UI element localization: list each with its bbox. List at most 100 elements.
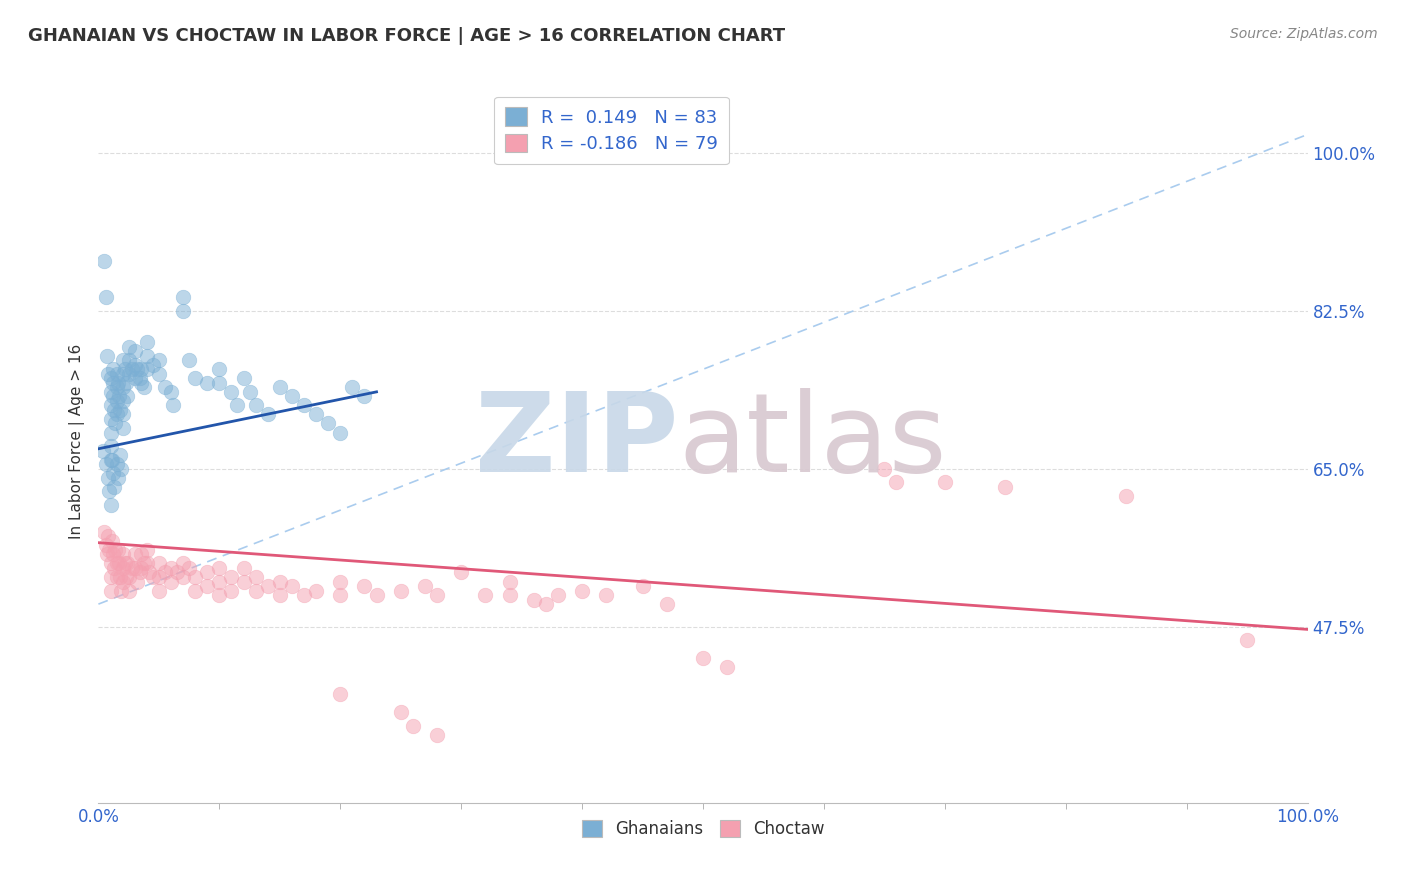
Point [239, 384, 262, 399]
Point [93, 254, 115, 268]
Point [305, 583, 328, 598]
Point [100, 570, 122, 584]
Text: Source: ZipAtlas.com: Source: ZipAtlas.com [1230, 27, 1378, 41]
Point [111, 574, 134, 589]
Point [138, 566, 160, 580]
Point [97, 471, 120, 485]
Point [94, 538, 117, 552]
Point [631, 579, 654, 593]
Text: GHANAIAN VS CHOCTAW IN LABOR FORCE | AGE > 16 CORRELATION CHART: GHANAIAN VS CHOCTAW IN LABOR FORCE | AGE… [28, 27, 785, 45]
Point [134, 380, 156, 394]
Point [1115, 489, 1137, 503]
Point [148, 367, 170, 381]
Point [208, 574, 231, 589]
Point [221, 384, 243, 399]
Point [232, 561, 254, 575]
Point [426, 728, 449, 742]
Point [256, 408, 278, 422]
Point [172, 570, 194, 584]
Point [498, 574, 520, 589]
Point [172, 557, 194, 571]
Point [547, 588, 569, 602]
Point [208, 561, 231, 575]
Point [101, 376, 124, 390]
Point [873, 461, 896, 475]
Point [100, 384, 122, 399]
Point [96, 349, 118, 363]
Point [179, 561, 201, 575]
Point [111, 421, 134, 435]
Point [103, 561, 125, 575]
Point [232, 371, 254, 385]
Point [100, 452, 122, 467]
Point [153, 566, 176, 580]
Point [305, 408, 328, 422]
Text: atlas: atlas [679, 388, 948, 495]
Point [329, 687, 352, 701]
Point [389, 583, 412, 598]
Point [292, 588, 315, 602]
Point [127, 362, 149, 376]
Point [103, 403, 125, 417]
Point [292, 398, 315, 412]
Point [135, 557, 157, 571]
Point [329, 588, 352, 602]
Point [91, 443, 114, 458]
Point [107, 471, 129, 485]
Point [226, 398, 249, 412]
Point [101, 362, 124, 376]
Point [221, 583, 243, 598]
Point [450, 566, 472, 580]
Point [100, 425, 122, 440]
Point [389, 706, 412, 720]
Point [281, 389, 304, 403]
Point [100, 557, 122, 571]
Point [105, 557, 128, 571]
Point [93, 524, 115, 539]
Point [108, 557, 131, 571]
Point [135, 542, 157, 557]
Point [117, 557, 139, 571]
Point [101, 389, 124, 403]
Point [402, 719, 425, 733]
Point [111, 548, 134, 562]
Point [118, 353, 141, 368]
Point [110, 461, 132, 475]
Point [534, 597, 557, 611]
Point [118, 367, 141, 381]
Point [108, 403, 131, 417]
Point [148, 353, 170, 368]
Point [94, 290, 117, 304]
Point [934, 475, 956, 490]
Point [208, 376, 231, 390]
Point [124, 344, 146, 359]
Point [329, 425, 352, 440]
Point [413, 579, 436, 593]
Point [107, 376, 129, 390]
Point [474, 588, 496, 602]
Point [135, 362, 157, 376]
Point [100, 452, 122, 467]
Point [245, 570, 267, 584]
Point [103, 480, 125, 494]
Point [342, 380, 364, 394]
Point [160, 384, 183, 399]
Point [195, 579, 218, 593]
Point [100, 533, 122, 548]
Point [160, 561, 183, 575]
Point [269, 574, 291, 589]
Point [135, 349, 157, 363]
Point [232, 574, 254, 589]
Text: ZIP: ZIP [475, 388, 679, 495]
Point [184, 371, 207, 385]
Point [108, 389, 131, 403]
Point [115, 376, 138, 390]
Y-axis label: In Labor Force | Age > 16: In Labor Force | Age > 16 [69, 344, 86, 539]
Point [245, 398, 267, 412]
Point [111, 393, 134, 408]
Point [148, 583, 170, 598]
Point [994, 480, 1017, 494]
Point [134, 557, 156, 571]
Point [101, 466, 124, 480]
Point [692, 651, 714, 665]
